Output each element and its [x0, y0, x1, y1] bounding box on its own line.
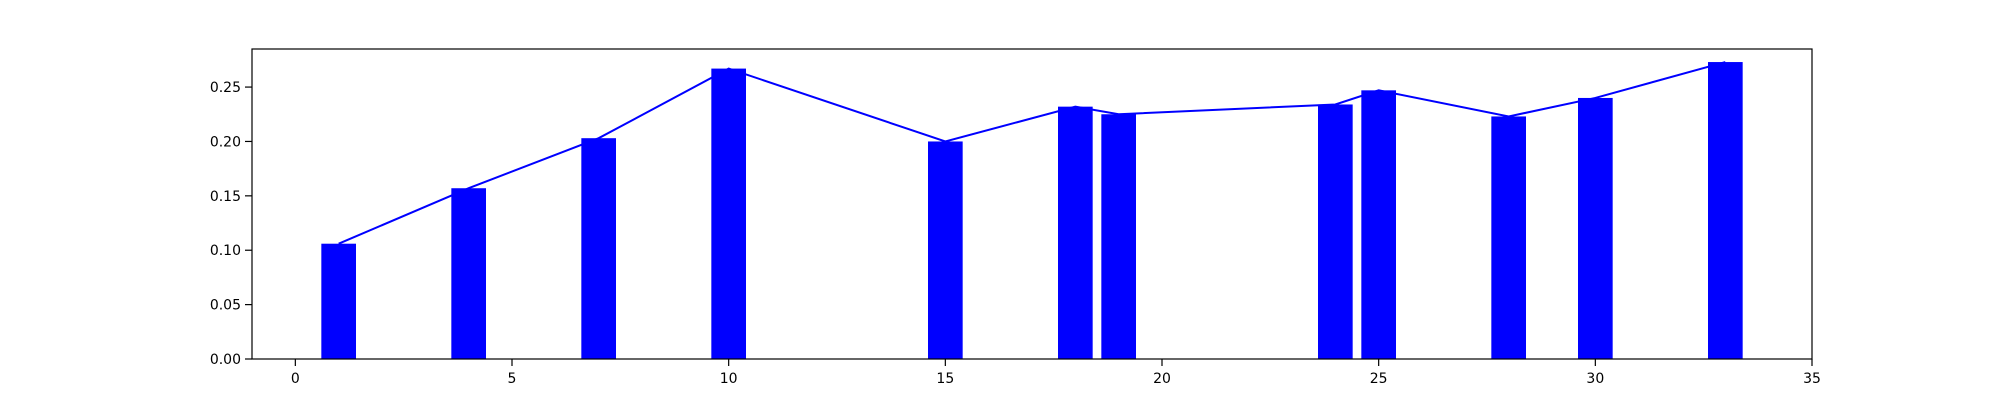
bar	[1318, 104, 1353, 359]
bar	[711, 68, 746, 359]
y-tick-label: 0.00	[210, 352, 241, 368]
bar	[1708, 62, 1743, 360]
bar	[451, 188, 486, 359]
y-tick-label: 0.20	[210, 134, 241, 150]
y-tick-label: 0.10	[210, 243, 241, 259]
bar	[1058, 106, 1093, 360]
x-tick-label: 15	[936, 371, 954, 387]
y-tick-label: 0.25	[210, 80, 241, 96]
x-tick-label: 30	[1586, 371, 1604, 387]
bar	[1361, 90, 1396, 359]
series-line	[338, 61, 1726, 245]
x-tick-label: 20	[1153, 371, 1171, 387]
x-tick-label: 5	[508, 371, 517, 387]
bar	[1578, 97, 1613, 359]
bar	[928, 141, 963, 359]
y-axis: 0.00 0.05 0.10 0.15 0.20 0.25	[210, 80, 252, 368]
x-tick-label: 0	[291, 371, 300, 387]
bar	[581, 138, 616, 359]
bar	[1101, 114, 1136, 359]
plot-frame	[251, 48, 1813, 360]
y-tick-label: 0.05	[210, 298, 241, 314]
bar	[1491, 116, 1526, 359]
x-axis: 0 5 10 15 20 25 30 35	[291, 359, 1821, 387]
x-tick-label: 35	[1803, 371, 1821, 387]
x-tick-label: 25	[1370, 371, 1388, 387]
bars-layer	[321, 62, 1743, 360]
line-layer	[338, 61, 1726, 245]
y-tick-label: 0.15	[210, 189, 241, 205]
x-tick-label: 10	[720, 371, 738, 387]
bar	[321, 243, 356, 359]
